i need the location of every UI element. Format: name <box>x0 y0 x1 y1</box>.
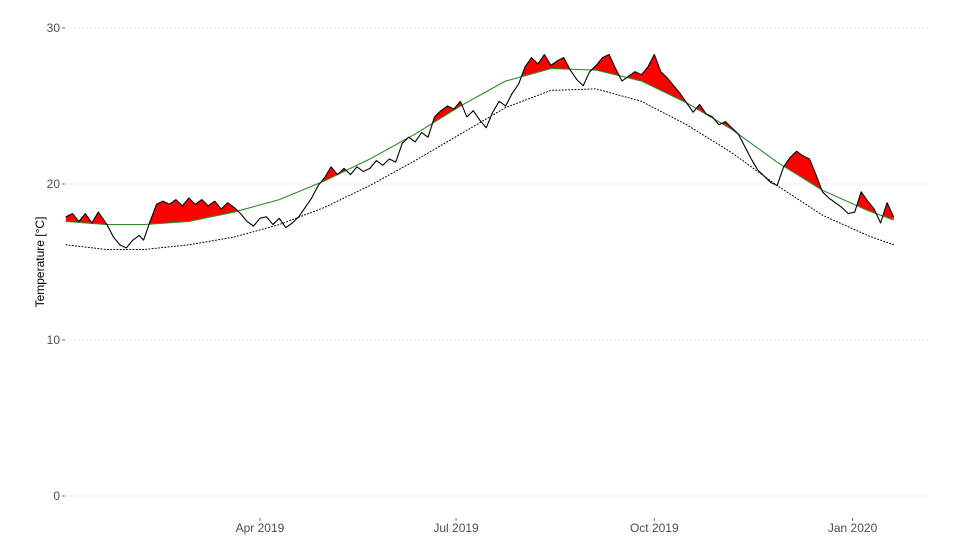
y-tick-label: 0 <box>53 489 60 503</box>
threshold-line <box>65 88 895 251</box>
exceedance-area <box>696 104 714 119</box>
y-axis-title: Temperature [°C] <box>33 217 47 308</box>
exceedance-area <box>66 212 106 225</box>
y-tick-label: 30 <box>47 21 61 35</box>
exceedance-area <box>521 54 570 77</box>
gridlines <box>66 27 928 497</box>
exceedance-area <box>321 166 337 183</box>
observed-temperature-line <box>65 53 895 249</box>
exceedance-area <box>150 198 238 225</box>
x-tick-label: Jan 2020 <box>828 521 878 535</box>
x-axis: Apr 2019 Jul 2019 Oct 2019 Jan 2020 <box>236 518 878 535</box>
y-axis: 0 10 20 30 <box>47 21 65 503</box>
x-tick-label: Oct 2019 <box>630 521 679 535</box>
y-tick-label: 10 <box>47 333 61 347</box>
exceedance-area <box>433 101 462 123</box>
y-tick-label: 20 <box>47 177 61 191</box>
exceedance-area <box>784 151 822 190</box>
exceedance-area <box>856 191 876 214</box>
climatology-line <box>65 68 895 226</box>
x-tick-label: Apr 2019 <box>236 521 285 535</box>
series-lines <box>65 53 895 251</box>
x-tick-label: Jul 2019 <box>433 521 479 535</box>
exceedance-area <box>627 54 686 103</box>
